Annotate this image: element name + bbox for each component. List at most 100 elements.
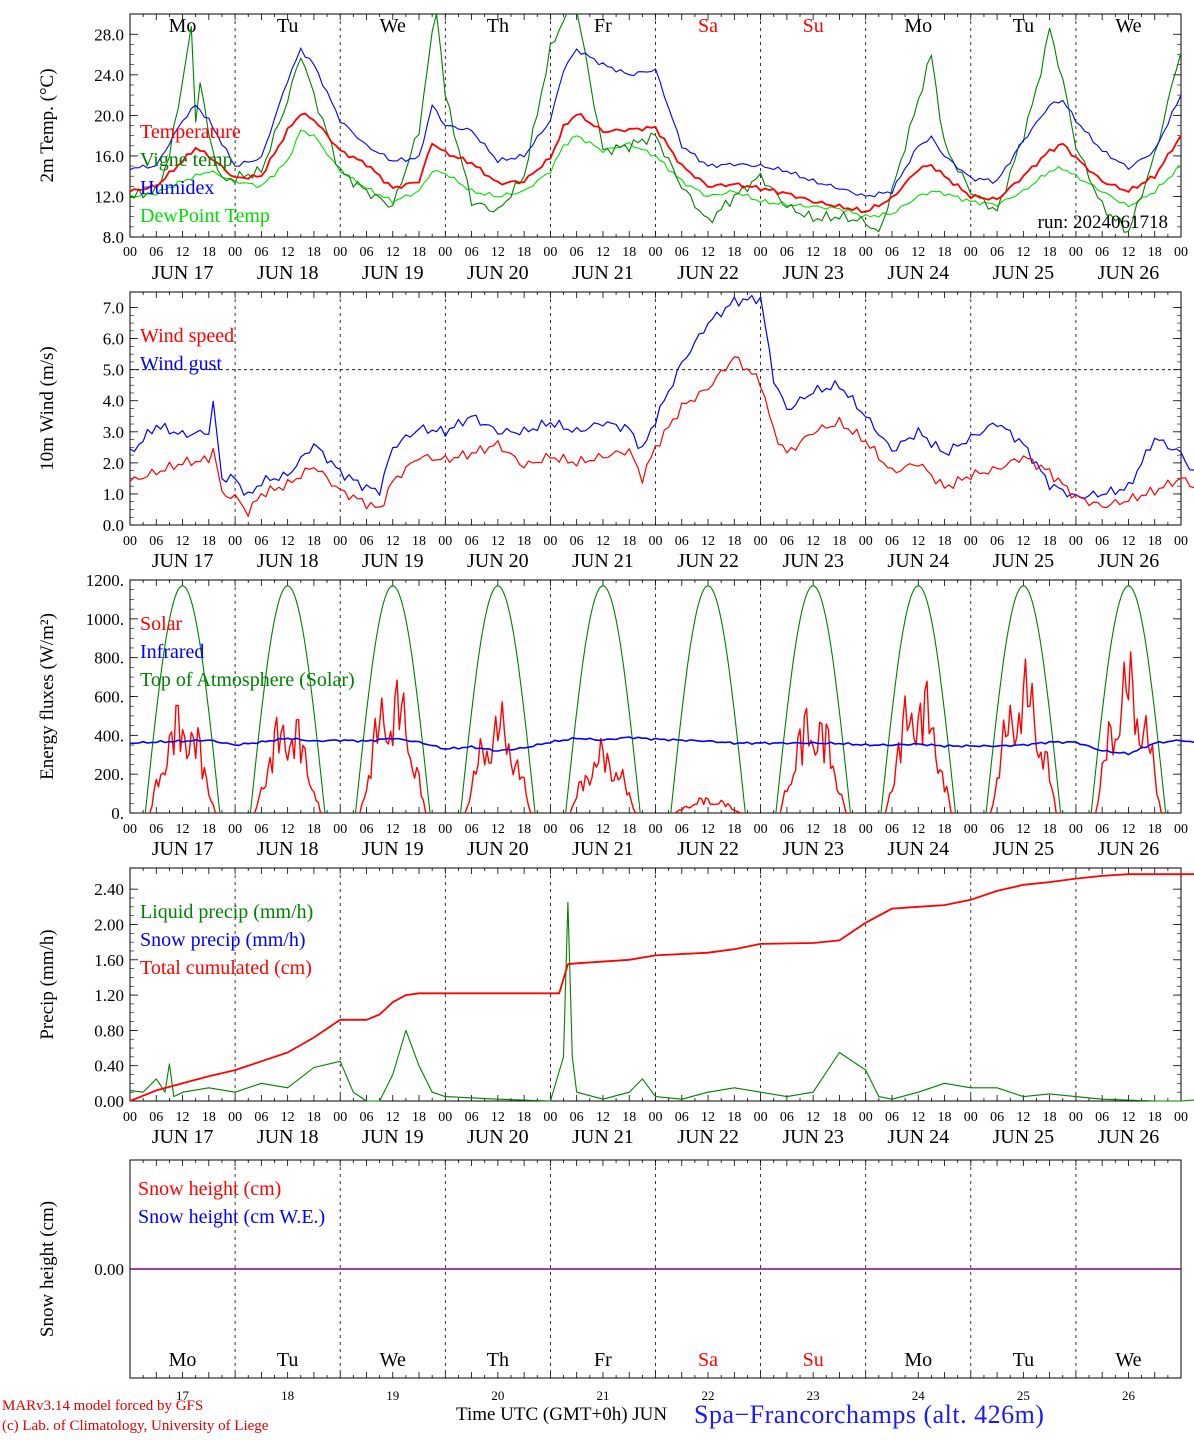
- hour-tick-label: 00: [754, 1110, 768, 1125]
- hour-tick-label: 18: [307, 534, 321, 549]
- hour-tick-label: 12: [176, 245, 190, 260]
- hour-tick-label: 06: [359, 1110, 373, 1125]
- weekday-label: We: [1115, 15, 1141, 37]
- y-tick-label: 400.: [94, 726, 124, 745]
- hour-tick-label: 12: [281, 534, 295, 549]
- date-label: JUN 18: [257, 1126, 319, 1148]
- hour-tick-label: 18: [1148, 245, 1162, 260]
- hour-tick-label: 12: [911, 534, 925, 549]
- hour-tick-label: 06: [1095, 534, 1109, 549]
- legend-entry: Snow height (cm): [138, 1178, 281, 1200]
- hour-tick-label: 06: [885, 534, 899, 549]
- day-number-label: 17: [176, 1388, 190, 1403]
- legend-entry: Temperature: [140, 121, 241, 143]
- hour-tick-label: 06: [359, 245, 373, 260]
- series-solar: [674, 797, 744, 814]
- hour-tick-label: 12: [806, 245, 820, 260]
- hour-tick-label: 06: [1095, 1110, 1109, 1125]
- hour-tick-label: 18: [307, 1110, 321, 1125]
- hour-tick-label: 06: [570, 1110, 584, 1125]
- hour-tick-label: 18: [412, 245, 426, 260]
- weekday-label: Sa: [698, 1349, 718, 1371]
- date-label: JUN 23: [782, 550, 844, 572]
- series-solar: [779, 707, 849, 814]
- hour-tick-label: 00: [649, 245, 663, 260]
- hour-tick-label: 18: [727, 822, 741, 837]
- y-axis-label: Precip (mm/h): [37, 929, 58, 1039]
- hour-tick-label: 06: [570, 822, 584, 837]
- hour-tick-label: 18: [517, 1110, 531, 1125]
- date-label: JUN 19: [362, 550, 424, 572]
- hour-tick-label: 18: [202, 822, 216, 837]
- y-tick-label: 1.20: [94, 986, 124, 1005]
- weekday-label: Mo: [904, 1349, 932, 1371]
- date-label: JUN 23: [782, 262, 844, 284]
- series-green: [130, 14, 1181, 233]
- date-label: JUN 17: [152, 550, 214, 572]
- hour-tick-label: 12: [491, 1110, 505, 1125]
- panel-2: 0.0 1.0 2.0 3.0 4.0 5.0 6.0 7.0 10m Wind (m/s) 00…: [37, 291, 1188, 572]
- hour-tick-label: 06: [465, 822, 479, 837]
- hour-tick-label: 06: [1095, 245, 1109, 260]
- hour-tick-label: 00: [333, 822, 347, 837]
- hour-tick-label: 12: [806, 1110, 820, 1125]
- hour-tick-label: 18: [727, 245, 741, 260]
- y-tick-label: 3.0: [103, 423, 124, 442]
- hour-tick-label: 00: [543, 534, 557, 549]
- day-number-label: 21: [596, 1388, 609, 1403]
- series-solar: [464, 701, 533, 814]
- series-blue: [129, 294, 1194, 499]
- series-solar: [884, 680, 954, 814]
- hour-tick-label: 06: [675, 245, 689, 260]
- hour-tick-label: 06: [990, 822, 1004, 837]
- hour-tick-label: 06: [675, 1110, 689, 1125]
- date-label: JUN 20: [467, 550, 529, 572]
- y-tick-label: 28.0: [94, 25, 124, 44]
- temp-series: [130, 14, 1181, 233]
- date-label: JUN 24: [887, 838, 949, 860]
- hour-tick-label: 12: [281, 822, 295, 837]
- weekday-label: Fr: [594, 15, 612, 37]
- hour-tick-label: 06: [359, 822, 373, 837]
- hour-tick-label: 00: [754, 245, 768, 260]
- series-toa: [565, 585, 641, 814]
- hour-tick-label: 00: [964, 822, 978, 837]
- hour-tick-label: 06: [990, 1110, 1004, 1125]
- legend-entry: Total cumulated (cm): [140, 957, 312, 979]
- y-tick-label: 6.0: [103, 330, 124, 349]
- hour-tick-label: 12: [386, 1110, 400, 1125]
- hour-tick-label: 06: [465, 245, 479, 260]
- date-label: JUN 19: [362, 838, 424, 860]
- date-label: JUN 20: [467, 838, 529, 860]
- hour-tick-label: 18: [622, 1110, 636, 1125]
- hour-tick-label: 00: [1174, 822, 1188, 837]
- hour-tick-label: 06: [1095, 822, 1109, 837]
- date-label: JUN 21: [572, 550, 634, 572]
- hour-tick-label: 12: [386, 534, 400, 549]
- date-label: JUN 17: [152, 262, 214, 284]
- weekday-label: Th: [487, 15, 509, 37]
- hour-tick-label: 00: [964, 534, 978, 549]
- series-toa: [1090, 585, 1167, 814]
- y-axis-label: 10m Wind (m/s): [37, 346, 58, 471]
- hour-tick-label: 00: [754, 822, 768, 837]
- legend-entry: Wind gust: [140, 353, 222, 375]
- hour-tick-label: 18: [832, 822, 846, 837]
- date-label: JUN 25: [993, 262, 1055, 284]
- hour-tick-label: 00: [333, 534, 347, 549]
- hour-tick-label: 18: [1043, 822, 1057, 837]
- x-axis-title: Time UTC (GMT+0h) JUN: [456, 1404, 668, 1425]
- date-label: JUN 18: [257, 262, 319, 284]
- series-blue: [130, 46, 1181, 198]
- series-lightgreen: [130, 129, 1181, 219]
- hour-tick-label: 18: [202, 534, 216, 549]
- hour-tick-label: 12: [176, 1110, 190, 1125]
- legend-entry: Solar: [140, 613, 183, 635]
- legend-entry: Snow height (cm W.E.): [138, 1206, 325, 1228]
- date-label: JUN 17: [152, 1126, 214, 1148]
- hour-tick-label: 18: [517, 822, 531, 837]
- y-tick-label: 0.00: [94, 1092, 124, 1111]
- series-toa: [460, 585, 536, 814]
- hour-tick-label: 00: [859, 1110, 873, 1125]
- y-tick-label: 5.0: [103, 361, 124, 380]
